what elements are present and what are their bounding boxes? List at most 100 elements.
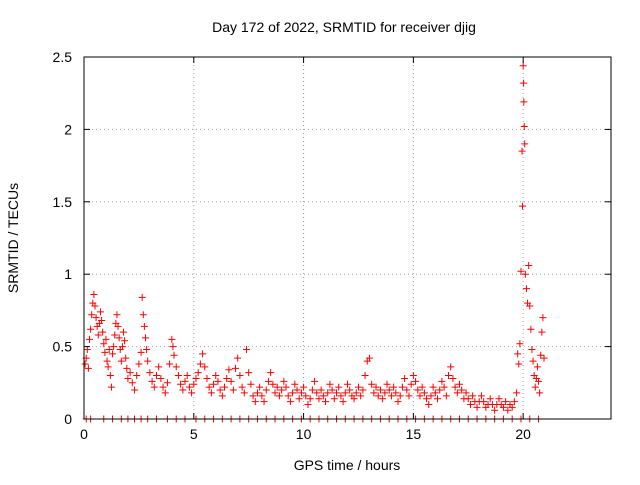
data-point: [315, 395, 323, 403]
data-point: [201, 363, 209, 371]
data-point: [379, 395, 387, 403]
x-tick-label: 15: [406, 426, 422, 442]
data-point: [267, 369, 275, 377]
data-point: [396, 392, 404, 400]
data-point: [473, 403, 481, 411]
data-point: [216, 386, 224, 394]
data-point: [394, 398, 402, 406]
data-point: [520, 123, 528, 131]
data-point: [519, 62, 527, 70]
data-point: [284, 392, 292, 400]
data-point: [110, 343, 118, 351]
data-point: [453, 389, 461, 397]
data-point: [170, 351, 178, 359]
data-point: [361, 372, 369, 380]
data-point: [155, 363, 163, 371]
data-point: [102, 335, 110, 343]
data-point: [152, 372, 160, 380]
data-point: [514, 350, 522, 358]
data-point: [190, 380, 198, 388]
data-point: [537, 351, 545, 359]
data-point: [232, 364, 240, 372]
data-point: [120, 328, 128, 336]
data-point: [247, 380, 255, 388]
data-point: [383, 380, 391, 388]
data-point: [504, 406, 512, 414]
y-axis-label: SRMTID / TECUs: [5, 183, 21, 293]
data-point: [416, 392, 424, 400]
axis-ticks: 0 5 10 15 20 0 0.5 1 1.5 2 2.5: [53, 49, 611, 442]
data-point: [372, 383, 380, 391]
data-point: [188, 389, 196, 397]
data-point: [464, 395, 472, 403]
data-point: [249, 392, 257, 400]
data-point: [328, 386, 336, 394]
data-point: [527, 325, 535, 333]
data-point: [370, 389, 378, 397]
data-point: [203, 374, 211, 382]
data-point: [210, 380, 218, 388]
data-point: [526, 302, 534, 310]
data-point: [221, 383, 229, 391]
y-tick-label: 1.5: [53, 194, 73, 210]
data-point: [238, 383, 246, 391]
data-point: [253, 389, 261, 397]
data-point: [529, 357, 537, 365]
data-point: [148, 377, 156, 385]
data-point: [335, 383, 343, 391]
data-point: [225, 366, 233, 374]
data-point: [109, 350, 117, 358]
data-point: [214, 377, 222, 385]
data-point: [385, 386, 393, 394]
data-point: [434, 395, 442, 403]
data-point: [538, 328, 546, 336]
data-point: [205, 383, 213, 391]
data-point: [540, 354, 548, 362]
data-point: [522, 285, 530, 293]
data-point: [407, 380, 415, 388]
data-point: [101, 348, 109, 356]
data-point: [306, 395, 314, 403]
data-point: [271, 389, 279, 397]
x-tick-label: 5: [190, 426, 198, 442]
data-point: [412, 377, 420, 385]
data-point: [212, 372, 220, 380]
data-point: [96, 308, 104, 316]
data-point: [440, 383, 448, 391]
data-point: [269, 380, 277, 388]
data-point: [477, 392, 485, 400]
data-point: [539, 314, 547, 322]
data-point: [251, 398, 259, 406]
data-point: [260, 398, 268, 406]
data-point: [357, 392, 365, 400]
data-point: [311, 377, 319, 385]
data-point: [262, 386, 270, 394]
data-point: [229, 386, 237, 394]
data-point: [207, 389, 215, 397]
data-point: [510, 398, 518, 406]
y-tick-label: 0: [64, 411, 72, 427]
data-point: [179, 386, 187, 394]
data-point: [425, 401, 433, 409]
data-point: [392, 389, 400, 397]
data-point: [123, 364, 131, 372]
data-point: [508, 403, 516, 411]
data-point: [409, 372, 417, 380]
data-point: [451, 383, 459, 391]
data-point: [339, 398, 347, 406]
data-point: [491, 406, 499, 414]
data-point: [100, 340, 108, 348]
data-point: [291, 380, 299, 388]
data-point: [124, 374, 132, 382]
data-point: [245, 369, 253, 377]
data-point: [185, 383, 193, 391]
data-point: [282, 383, 290, 391]
data-point: [376, 386, 384, 394]
data-point: [502, 398, 510, 406]
data-point: [418, 383, 426, 391]
data-point: [141, 334, 149, 342]
data-point: [528, 345, 536, 353]
data-point: [105, 345, 113, 353]
